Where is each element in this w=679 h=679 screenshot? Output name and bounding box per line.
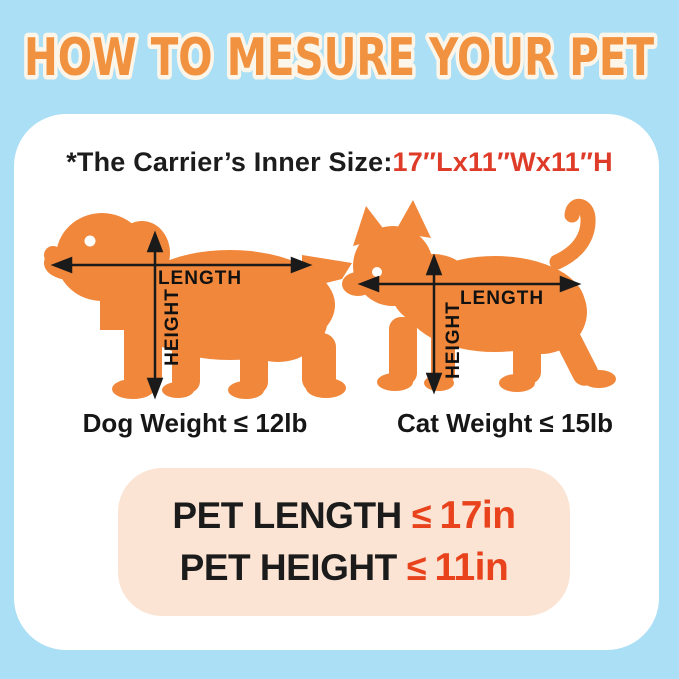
cat-height-label: HEIGHT <box>443 301 464 379</box>
pet-length-limit-row: PET LENGTH ≤ 17in <box>172 494 517 538</box>
arrow-up-icon <box>146 230 164 253</box>
dog-weight-text: Dog Weight ≤ 12lb <box>82 408 308 438</box>
pet-height-label: PET HEIGHT <box>179 547 398 588</box>
cat-weight-text: Cat Weight ≤ 15lb <box>396 408 614 438</box>
arrow-left-icon <box>357 275 380 293</box>
less-equal-icon: ≤ <box>411 495 432 536</box>
pet-length-value: 17in <box>439 494 517 537</box>
pet-height-limit-row: PET HEIGHT ≤ 11in <box>180 546 509 590</box>
cat-length-label: LENGTH <box>459 288 545 309</box>
pet-height-value: 11in <box>434 546 509 589</box>
arrow-right-icon <box>290 256 313 274</box>
dog-height-label: HEIGHT <box>162 288 183 366</box>
arrow-up-icon <box>425 253 443 276</box>
dog-silhouette <box>44 213 352 399</box>
dog-silhouette-icon <box>44 213 352 400</box>
cat-silhouette-icon <box>342 198 616 395</box>
dog-measure-arrows <box>50 230 313 400</box>
arrow-left-icon <box>50 256 73 274</box>
arrow-down-icon <box>425 372 443 395</box>
arrow-right-icon <box>559 275 582 293</box>
dog-eye <box>84 235 96 247</box>
dog-measurement-figure: LENGTH HEIGHT <box>40 205 352 405</box>
cat-measure-arrows <box>357 253 582 395</box>
title-banner: HOW TO MESURE YOUR PET <box>20 24 659 93</box>
page-title: HOW TO MESURE YOUR PET <box>24 28 654 88</box>
carrier-inner-size-line: *The Carrier’s Inner Size:17″Lx11″Wx11″H <box>0 147 679 178</box>
pet-limits-box: PET LENGTH ≤ 17in PET HEIGHT ≤ 11in <box>118 468 570 616</box>
cat-eye <box>372 267 382 277</box>
inner-size-label: *The Carrier’s Inner Size: <box>66 147 393 177</box>
cat-measurement-figure: LENGTH HEIGHT <box>342 192 635 402</box>
arrow-down-icon <box>146 377 164 400</box>
less-equal-icon: ≤ <box>406 547 427 588</box>
inner-size-value: 17″Lx11″Wx11″H <box>392 147 613 177</box>
pet-length-label: PET LENGTH <box>172 495 402 536</box>
dog-length-label: LENGTH <box>157 268 243 289</box>
